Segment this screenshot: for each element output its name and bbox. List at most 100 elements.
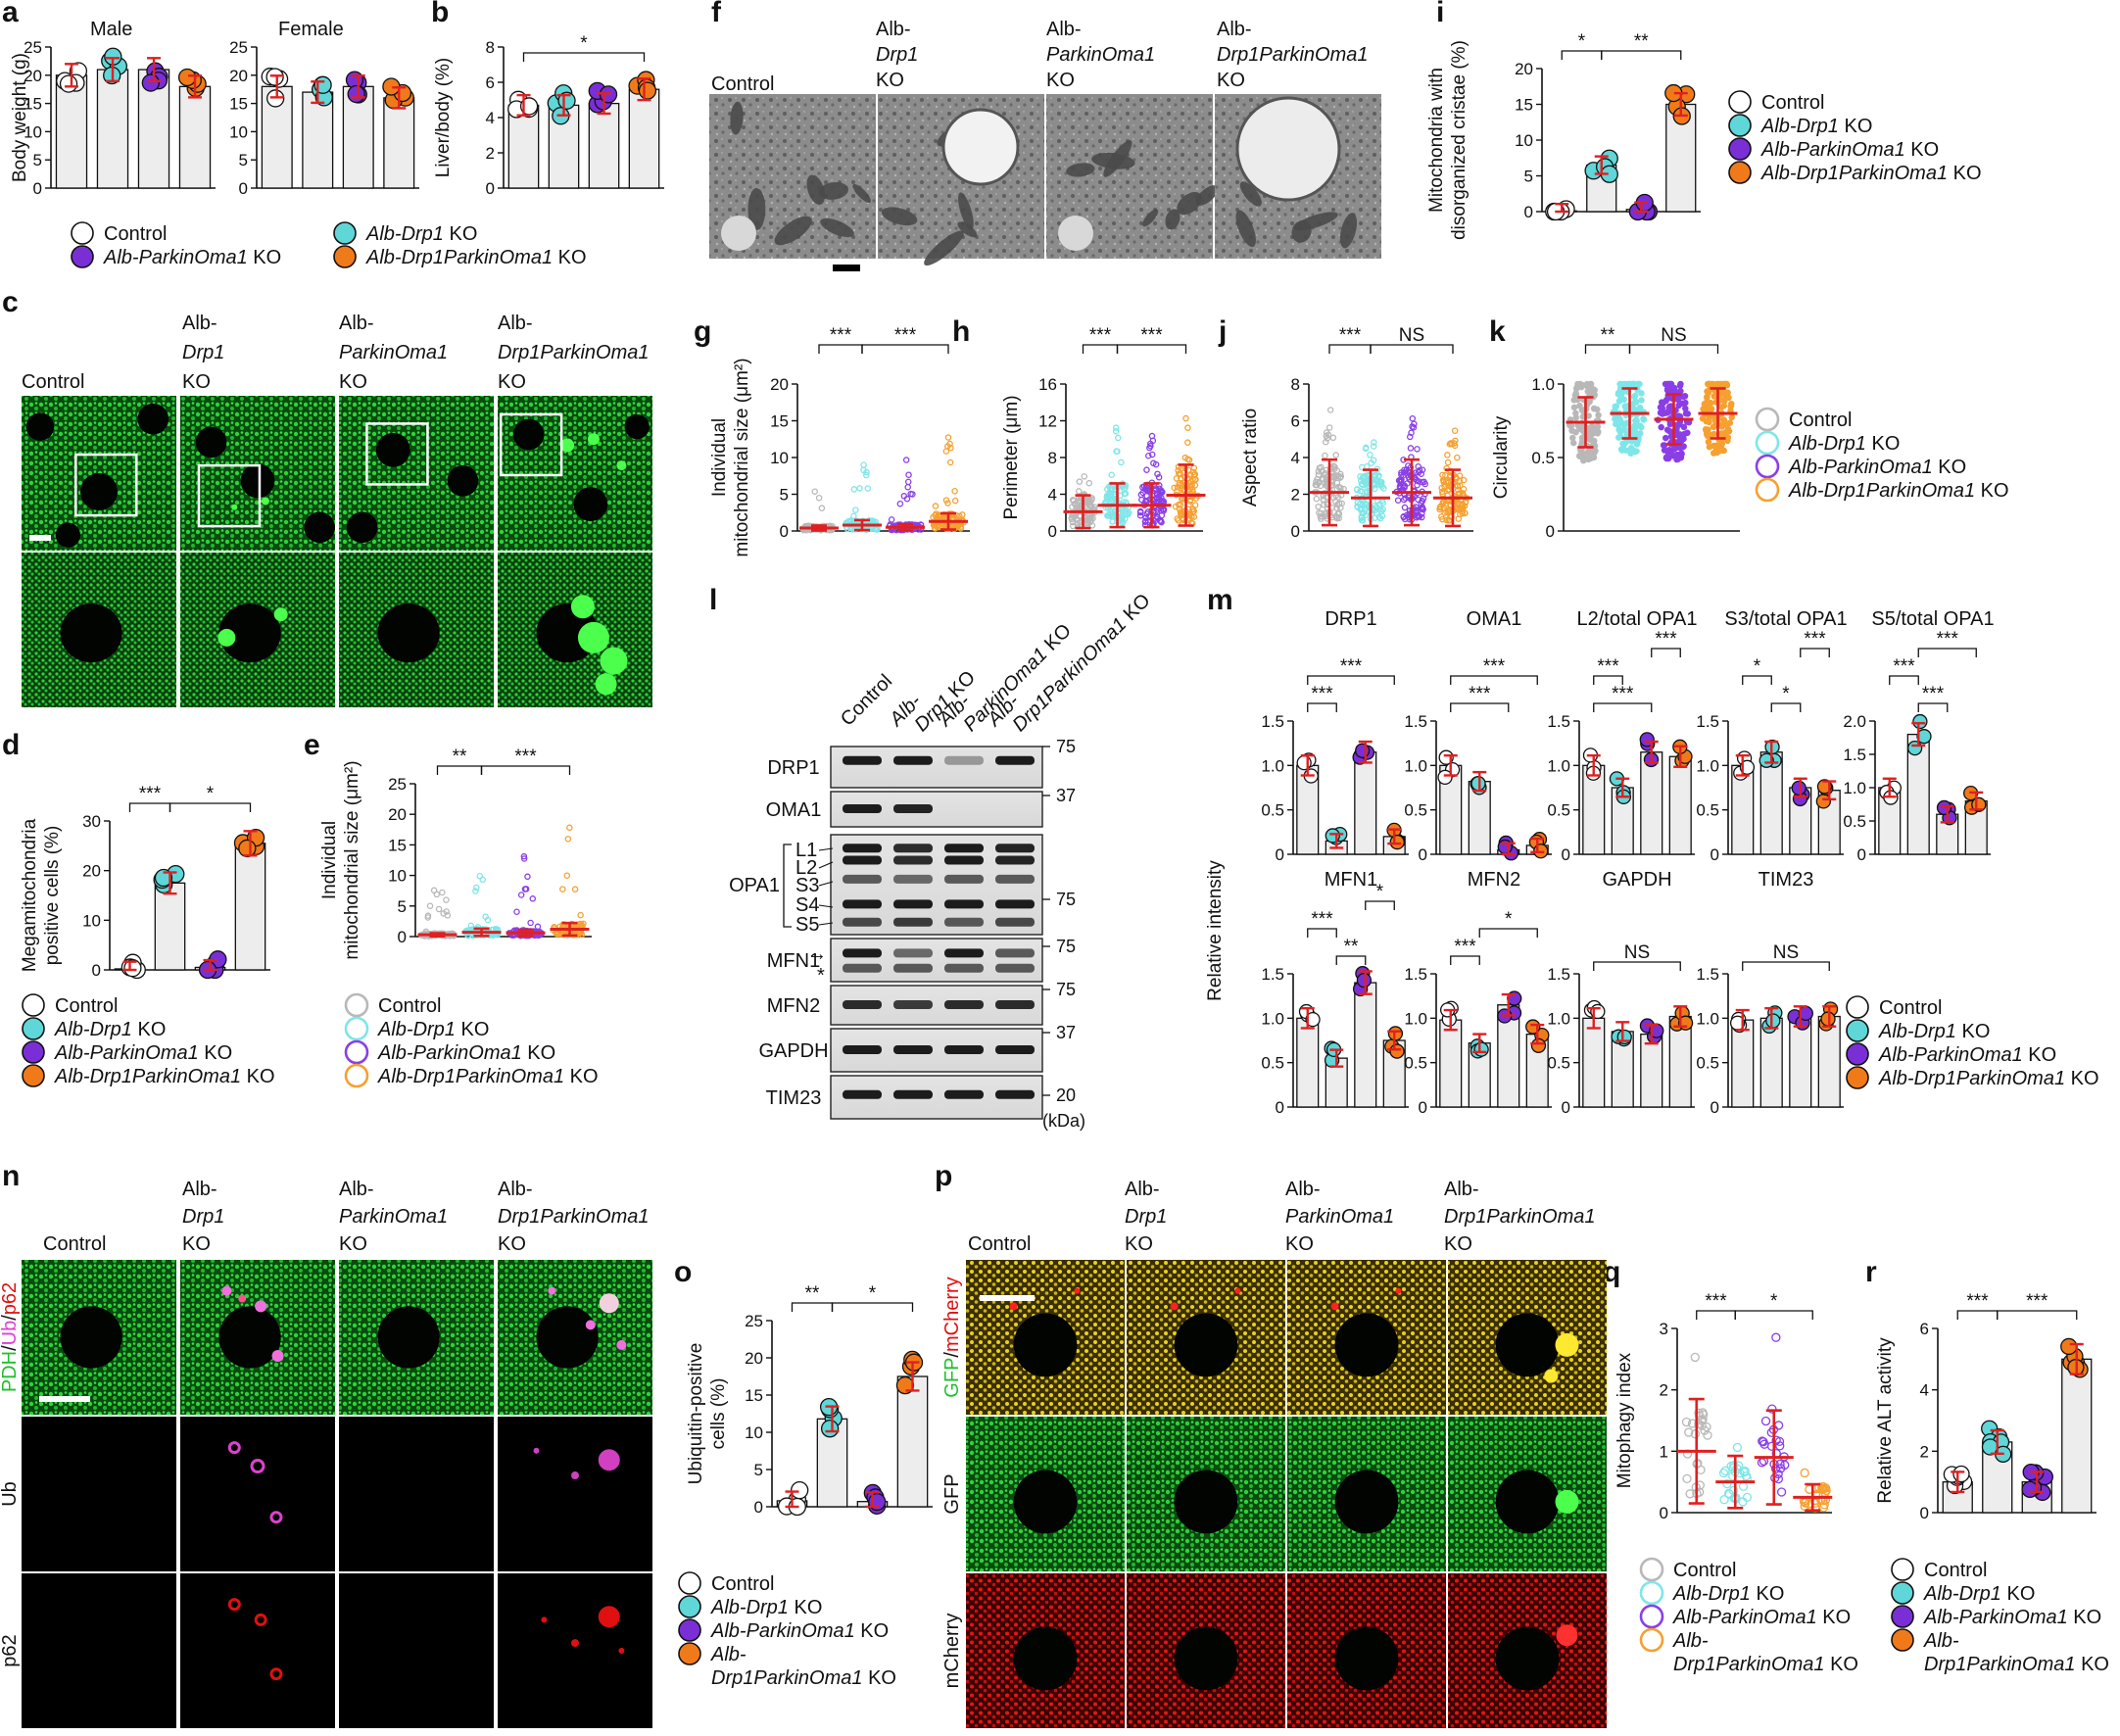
legend-marker	[1891, 1581, 1914, 1605]
c-scale-bar	[29, 535, 51, 541]
k-point	[1699, 414, 1707, 422]
e-point	[430, 887, 438, 894]
k-point	[1706, 413, 1713, 421]
g-point	[860, 461, 867, 468]
j-point	[1460, 485, 1468, 493]
e-point	[479, 876, 486, 884]
wb-mfn1-star: *	[817, 965, 825, 987]
g-point	[850, 512, 857, 520]
g-point	[931, 524, 939, 532]
m_s5-significance: ***	[1937, 629, 1959, 650]
chart-a_female: 0 5 10 15 20 25 Female	[229, 19, 419, 198]
h-point	[1190, 464, 1198, 471]
puncta	[548, 1286, 556, 1295]
j-point	[1439, 515, 1446, 523]
k-point	[1613, 403, 1620, 410]
i-bracket	[1601, 50, 1682, 60]
g-point	[904, 478, 912, 486]
r-bar	[2061, 1358, 2093, 1514]
r-bracket	[1997, 1310, 2078, 1320]
chart-m_s5: 00.51.01.52.0S5/total OPA1*********	[1843, 608, 1994, 864]
m_mfn2-title: MFN2	[1468, 869, 1520, 891]
n-header-drp1-1: Alb-	[182, 1179, 217, 1200]
n-header-dko-3: KO	[498, 1233, 526, 1255]
i-significance: *	[1578, 31, 1586, 52]
j-point	[1362, 445, 1370, 453]
m_s3-bracket	[1770, 702, 1802, 712]
k-point	[1681, 430, 1688, 438]
puncta	[600, 647, 628, 675]
e-bracket	[436, 765, 483, 775]
wb-band	[995, 1089, 1035, 1099]
p-mcherry-3	[1448, 1573, 1607, 1728]
j-point	[1358, 516, 1366, 524]
p-merge-1	[1127, 1260, 1285, 1415]
panel-label-k: k	[1489, 315, 1506, 348]
legend-ko: KO	[241, 1066, 274, 1087]
m_mfn2-bracket	[1478, 928, 1538, 938]
q-ytick-label: 3	[1660, 1320, 1668, 1338]
d-ytick-label: 0	[92, 961, 101, 980]
k-point	[1572, 410, 1579, 417]
k-point	[1624, 380, 1631, 388]
mitochondrion	[1177, 191, 1202, 216]
legend-italic: Alb-Drp1	[365, 223, 444, 245]
mitochondrion	[747, 187, 766, 231]
wb-lane-label-3: Alb-Drp1ParkinOma1 KO	[983, 574, 1154, 746]
nucleus	[80, 473, 118, 510]
m_mfn2-ytick-label: 1.5	[1404, 965, 1427, 984]
puncta	[255, 1300, 267, 1313]
m-ylabel: Relative intensity	[1205, 860, 1226, 1001]
puncta	[1234, 1287, 1241, 1294]
k-point	[1576, 402, 1583, 410]
e-point	[577, 911, 584, 919]
legend-marker	[71, 221, 94, 245]
e-point	[482, 913, 489, 920]
m_tim23-ytick-label: 0.5	[1696, 1054, 1719, 1073]
o-ytick-label: 0	[754, 1498, 763, 1517]
j-ytick-label: 4	[1291, 449, 1300, 467]
panel-label-a: a	[2, 0, 19, 28]
wb-unit-label: (kDa)	[1042, 1111, 1085, 1131]
wb-row-label: DRP1	[767, 757, 819, 779]
legend-marker	[344, 992, 369, 1018]
j-point	[1322, 452, 1328, 459]
m_mfn1-point	[1389, 1043, 1405, 1059]
legend-label: Alb-ParkinOma1 KO	[710, 1620, 889, 1642]
wb-opa1-band-label: L1	[795, 840, 817, 861]
b-ytick-label: 0	[486, 179, 495, 198]
mitochondrion	[1103, 140, 1132, 177]
e-ytick-label: 10	[388, 867, 407, 886]
n-p62-3	[498, 1573, 652, 1728]
j-point	[1445, 482, 1452, 489]
g-ytick-label: 20	[770, 375, 789, 394]
d-point	[154, 868, 173, 888]
k-point	[1663, 387, 1671, 394]
m_gapdh-significance: NS	[1624, 942, 1650, 963]
j-point	[1368, 459, 1374, 466]
m_oma1-bracket	[1450, 675, 1538, 685]
m_gapdh-bar	[1640, 1034, 1663, 1108]
g-point	[944, 500, 951, 506]
legend-italic: Alb-ParkinOma1	[1672, 1607, 1817, 1628]
m_s3-point	[1791, 780, 1807, 796]
puncta	[271, 1349, 284, 1362]
n-p62-bg	[339, 1573, 494, 1728]
e-point	[440, 910, 447, 917]
i-significance: **	[1634, 31, 1649, 52]
legend-label: Alb-Drp1ParkinOma1 KO	[1878, 1068, 2099, 1089]
wb-band	[995, 899, 1035, 909]
e-significance: ***	[514, 747, 537, 767]
legend-marker	[1891, 1558, 1914, 1581]
j-point	[1407, 433, 1414, 441]
j-point	[1445, 508, 1452, 515]
puncta	[269, 1511, 283, 1524]
g-point	[902, 457, 910, 463]
k-point	[1720, 447, 1727, 455]
k-significance: NS	[1661, 325, 1686, 346]
g-ytick-label: 0	[780, 522, 789, 541]
m_mfn1-ytick-label: 0.5	[1261, 1054, 1284, 1073]
wb-row-gapdh	[830, 1028, 1043, 1073]
h-point	[1136, 511, 1144, 519]
